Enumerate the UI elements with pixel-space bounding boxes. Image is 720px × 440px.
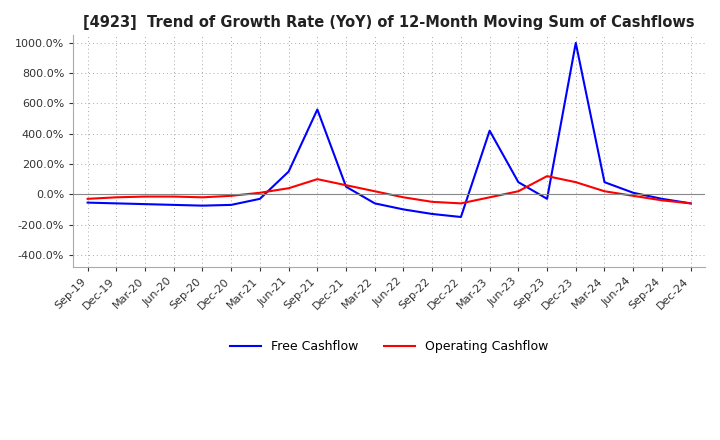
- Operating Cashflow: [140, 194, 149, 199]
- Operating Cashflow: [342, 183, 351, 188]
- Free Cashflow: [227, 202, 235, 208]
- Operating Cashflow: [543, 173, 552, 179]
- Free Cashflow: [140, 202, 149, 207]
- Operating Cashflow: [313, 176, 322, 182]
- Free Cashflow: [342, 184, 351, 189]
- Operating Cashflow: [399, 194, 408, 200]
- Free Cashflow: [572, 40, 580, 46]
- Free Cashflow: [428, 211, 436, 216]
- Free Cashflow: [169, 202, 178, 208]
- Operating Cashflow: [112, 194, 121, 200]
- Title: [4923]  Trend of Growth Rate (YoY) of 12-Month Moving Sum of Cashflows: [4923] Trend of Growth Rate (YoY) of 12-…: [84, 15, 695, 30]
- Free Cashflow: [657, 196, 666, 202]
- Free Cashflow: [485, 128, 494, 133]
- Free Cashflow: [543, 196, 552, 202]
- Free Cashflow: [686, 201, 695, 206]
- Operating Cashflow: [456, 201, 465, 206]
- Operating Cashflow: [169, 194, 178, 199]
- Free Cashflow: [198, 203, 207, 208]
- Operating Cashflow: [572, 180, 580, 185]
- Operating Cashflow: [198, 194, 207, 200]
- Free Cashflow: [456, 214, 465, 220]
- Operating Cashflow: [371, 189, 379, 194]
- Free Cashflow: [600, 180, 609, 185]
- Free Cashflow: [399, 207, 408, 212]
- Free Cashflow: [112, 201, 121, 206]
- Free Cashflow: [629, 190, 637, 195]
- Operating Cashflow: [84, 196, 92, 202]
- Free Cashflow: [284, 169, 293, 174]
- Line: Operating Cashflow: Operating Cashflow: [88, 176, 690, 203]
- Free Cashflow: [514, 180, 523, 185]
- Operating Cashflow: [629, 193, 637, 198]
- Operating Cashflow: [428, 199, 436, 205]
- Free Cashflow: [313, 107, 322, 112]
- Operating Cashflow: [686, 201, 695, 206]
- Free Cashflow: [256, 196, 264, 202]
- Operating Cashflow: [284, 186, 293, 191]
- Operating Cashflow: [256, 190, 264, 195]
- Operating Cashflow: [227, 193, 235, 198]
- Operating Cashflow: [514, 189, 523, 194]
- Legend: Free Cashflow, Operating Cashflow: Free Cashflow, Operating Cashflow: [225, 335, 553, 358]
- Line: Free Cashflow: Free Cashflow: [88, 43, 690, 217]
- Operating Cashflow: [657, 198, 666, 203]
- Operating Cashflow: [485, 194, 494, 200]
- Free Cashflow: [371, 201, 379, 206]
- Operating Cashflow: [600, 189, 609, 194]
- Free Cashflow: [84, 200, 92, 205]
